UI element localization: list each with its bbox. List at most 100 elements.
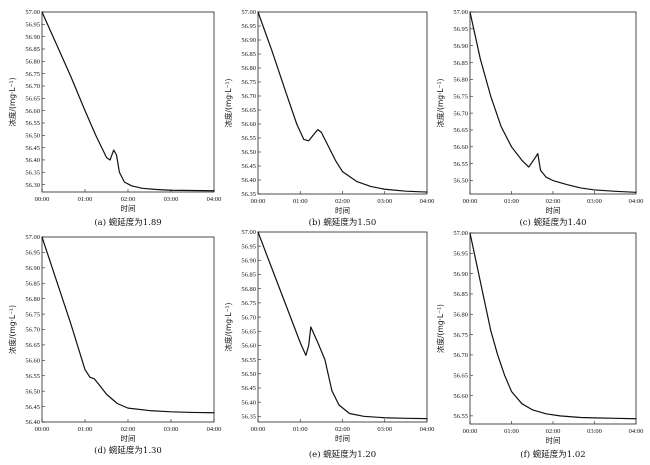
- y-tick-label: 56.95: [241, 23, 256, 30]
- y-tick-label: 56.85: [25, 280, 40, 287]
- y-tick-label: 56.50: [241, 149, 256, 156]
- x-tick-label: 04:00: [629, 198, 644, 205]
- y-tick-label: 56.70: [241, 314, 256, 321]
- y-tick-label: 56.60: [453, 144, 468, 151]
- panel-caption: (e) 蜿延度为1.20: [309, 449, 376, 460]
- panel-d: 56.40 56.45 56.50 56.55 56.60 56.65 56.70 56.75…: [7, 234, 221, 456]
- y-tick-label: 56.45: [241, 163, 256, 170]
- y-tick-label: 56.75: [241, 300, 256, 307]
- y-tick-label: 56.75: [25, 311, 40, 318]
- y-tick-label: 56.65: [453, 372, 468, 379]
- y-tick-label: 56.30: [25, 182, 40, 189]
- y-axis-label: 浓度/(mg·L⁻¹): [223, 78, 233, 127]
- x-tick-label: 04:00: [207, 426, 222, 433]
- y-tick-label: 56.60: [241, 343, 256, 350]
- x-tick-label: 03:00: [377, 426, 392, 433]
- y-tick-label: 56.55: [453, 161, 468, 168]
- y-tick-label: 56.95: [453, 251, 468, 258]
- y-tick-label: 56.75: [25, 71, 40, 78]
- panel-e: 56.35 56.40 56.45 56.50 56.55 56.60 56.65 56.70…: [223, 229, 434, 460]
- panel-caption: (f) 蜿延度为1.02: [520, 449, 585, 460]
- y-tick-label: 56.85: [453, 291, 468, 298]
- x-tick-label: 02:00: [121, 196, 136, 203]
- x-axis-label: 时间: [546, 205, 561, 215]
- plot-frame: [469, 11, 637, 195]
- x-tick-label: 03:00: [587, 428, 602, 435]
- y-tick-label: 56.80: [453, 311, 468, 318]
- panel-caption: (c) 蜿延度为1.40: [519, 217, 586, 228]
- y-tick-label: 56.40: [241, 399, 256, 406]
- y-tick-label: 56.65: [241, 107, 256, 114]
- x-tick-label: 03:00: [164, 196, 179, 203]
- y-tick-label: 57.00: [453, 230, 468, 237]
- y-tick-label: 56.60: [241, 121, 256, 128]
- y-tick-label: 56.65: [241, 328, 256, 335]
- x-tick-label: 04:00: [629, 428, 644, 435]
- x-tick-label: 02:00: [335, 426, 350, 433]
- y-tick-label: 56.90: [241, 258, 256, 265]
- y-tick-label: 56.65: [453, 127, 468, 134]
- series-line: [469, 11, 637, 193]
- y-tick-label: 57.00: [241, 9, 256, 16]
- series-line: [41, 236, 215, 414]
- x-axis-label: 时间: [121, 203, 136, 213]
- plot-frame: [257, 231, 428, 423]
- y-tick-label: 57.00: [25, 234, 40, 241]
- series-line: [257, 11, 428, 193]
- y-tick-label: 56.75: [453, 332, 468, 339]
- y-tick-label: 56.80: [453, 77, 468, 84]
- y-tick-label: 56.85: [453, 60, 468, 67]
- y-tick-label: 56.95: [453, 26, 468, 33]
- panel-caption: (a) 蜿延度为1.89: [94, 217, 161, 228]
- y-tick-label: 56.40: [25, 157, 40, 164]
- y-tick-label: 56.95: [25, 250, 40, 257]
- x-tick-label: 02:00: [335, 198, 350, 205]
- y-tick-label: 56.45: [25, 145, 40, 152]
- y-tick-label: 56.70: [25, 327, 40, 334]
- y-tick-label: 56.60: [25, 358, 40, 365]
- plot-frame: [41, 11, 215, 193]
- y-tick-label: 56.70: [241, 93, 256, 100]
- y-tick-label: 56.45: [241, 385, 256, 392]
- x-tick-label: 00:00: [251, 426, 266, 433]
- y-tick-label: 56.35: [241, 191, 256, 198]
- panel-a: 56.30 56.35 56.40 56.45 56.50 56.55 56.60 56.65…: [7, 9, 221, 228]
- x-tick-label: 00:00: [463, 428, 478, 435]
- x-tick-label: 02:00: [546, 198, 561, 205]
- y-tick-label: 56.75: [453, 93, 468, 100]
- y-tick-label: 56.80: [241, 286, 256, 293]
- x-tick-label: 00:00: [35, 196, 50, 203]
- y-tick-label: 56.90: [453, 43, 468, 50]
- plot-frame: [257, 11, 428, 195]
- y-axis-label: 浓度/(mg·L⁻¹): [7, 305, 17, 354]
- y-tick-label: 56.65: [25, 342, 40, 349]
- x-axis-label: 时间: [335, 433, 350, 443]
- y-tick-label: 57.00: [453, 9, 468, 16]
- x-tick-label: 04:00: [420, 426, 435, 433]
- x-tick-label: 00:00: [251, 198, 266, 205]
- x-tick-label: 00:00: [35, 426, 50, 433]
- y-tick-label: 56.55: [241, 357, 256, 364]
- x-tick-label: 04:00: [420, 198, 435, 205]
- x-axis-label: 时间: [546, 435, 561, 445]
- y-tick-label: 56.80: [241, 65, 256, 72]
- series-line: [257, 231, 428, 420]
- x-tick-label: 01:00: [78, 196, 93, 203]
- series-line: [41, 11, 215, 192]
- y-tick-label: 56.65: [25, 96, 40, 103]
- y-tick-label: 56.80: [25, 296, 40, 303]
- y-tick-label: 56.95: [25, 22, 40, 29]
- x-axis-label: 时间: [121, 433, 136, 443]
- y-tick-label: 56.90: [25, 34, 40, 41]
- y-tick-label: 57.00: [241, 229, 256, 236]
- x-axis-label: 时间: [335, 205, 350, 215]
- series-line: [469, 232, 637, 420]
- y-tick-label: 56.80: [25, 59, 40, 66]
- y-axis-label: 浓度/(mg·L⁻¹): [435, 78, 445, 127]
- y-tick-label: 56.55: [453, 413, 468, 420]
- y-tick-label: 56.50: [25, 388, 40, 395]
- y-axis-label: 浓度/(mg·L⁻¹): [7, 77, 17, 126]
- plot-frame: [41, 236, 215, 423]
- x-tick-label: 03:00: [377, 198, 392, 205]
